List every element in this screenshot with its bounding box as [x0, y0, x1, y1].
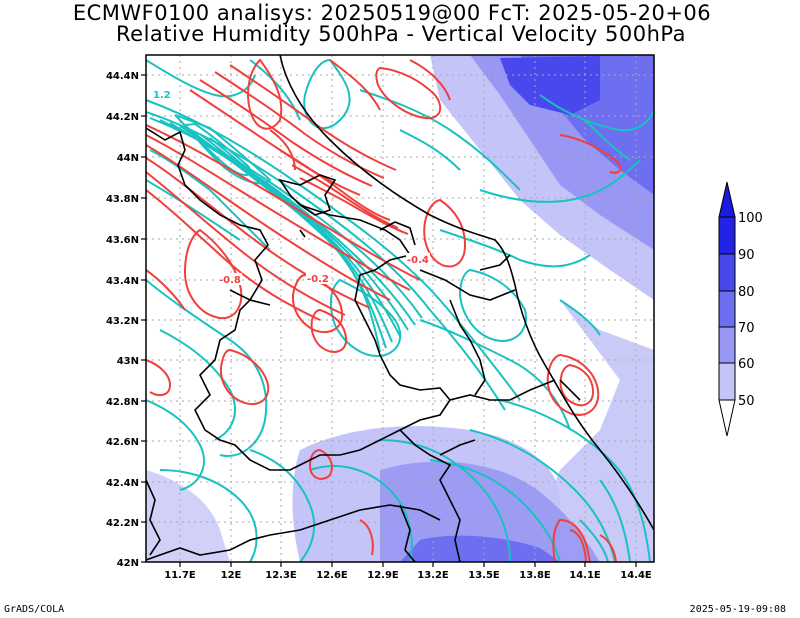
colorbar-swatch	[718, 290, 736, 328]
colorbar-label: 60	[738, 357, 755, 372]
lat-tick-label: 43.8N	[106, 194, 139, 205]
contour-label: -0.2	[307, 274, 329, 285]
lat-tick-label: 42.4N	[106, 478, 139, 489]
colorbar-label: 80	[738, 285, 755, 300]
title-line-2: Relative Humidity 500hPa - Vertical Velo…	[116, 22, 686, 46]
contour-label: -0.4	[407, 255, 429, 266]
lon-tick-label: 13.2E	[417, 570, 449, 581]
lon-tick-label: 11.7E	[164, 570, 196, 581]
colorbar-swatch	[718, 253, 736, 292]
colorbar-label: 90	[738, 248, 755, 263]
lon-tick-label: 12.6E	[316, 570, 348, 581]
coastline-and-borders	[146, 55, 654, 562]
footer-timestamp: 2025-05-19-09:08	[689, 604, 786, 615]
lat-tick-label: 44.2N	[106, 112, 139, 123]
lon-tick-label: 13.8E	[519, 570, 551, 581]
lat-tick-label: 43N	[117, 356, 139, 367]
colorbar-label: 70	[738, 321, 755, 336]
colorbar-labels: 100 90 80 70 60 50	[738, 211, 763, 409]
latitude-labels: 44.4N 44.2N 44N 43.8N 43.6N 43.4N 43.2N …	[106, 71, 139, 569]
colorbar-label: 50	[738, 394, 755, 409]
lat-tick-label: 43.2N	[106, 316, 139, 327]
contour-label: -0.8	[219, 275, 241, 286]
colorbar-swatch	[718, 326, 736, 364]
lon-tick-label: 12E	[221, 570, 242, 581]
colorbar	[718, 181, 736, 437]
vertical-velocity-negative-contours	[146, 58, 622, 562]
title-line-1: ECMWF0100 analisys: 20250519@00 FcT: 202…	[72, 1, 712, 25]
axis-ticks	[141, 74, 637, 567]
footer-credit: GrADS/COLA	[4, 604, 65, 615]
colorbar-top-arrow	[718, 181, 736, 218]
lat-tick-label: 42.8N	[106, 397, 139, 408]
humidity-shading	[146, 55, 654, 562]
colorbar-swatch	[718, 216, 736, 255]
lat-tick-label: 44.4N	[106, 71, 139, 82]
colorbar-label: 100	[738, 211, 763, 226]
lon-tick-label: 12.9E	[367, 570, 399, 581]
colorbar-swatch	[718, 362, 736, 401]
lon-tick-label: 14.1E	[569, 570, 601, 581]
lat-tick-label: 42.2N	[106, 518, 139, 529]
lon-tick-label: 12.3E	[265, 570, 297, 581]
lat-tick-label: 42N	[117, 558, 139, 569]
lat-tick-label: 44N	[117, 153, 139, 164]
lat-tick-label: 42.6N	[106, 437, 139, 448]
lon-tick-label: 13.5E	[468, 570, 500, 581]
lat-tick-label: 43.4N	[106, 276, 139, 287]
contour-label: 1.2	[153, 90, 171, 101]
lon-tick-label: 14.4E	[620, 570, 652, 581]
longitude-labels: 11.7E 12E 12.3E 12.6E 12.9E 13.2E 13.5E …	[164, 570, 652, 581]
colorbar-bottom-arrow	[718, 399, 736, 437]
lat-tick-label: 43.6N	[106, 235, 139, 246]
contour-labels: 1.2 -0.8 -0.2 -0.4	[150, 88, 430, 286]
map-frame	[145, 54, 655, 563]
map-panel: 1.2 -0.8 -0.2 -0.4	[146, 55, 654, 562]
